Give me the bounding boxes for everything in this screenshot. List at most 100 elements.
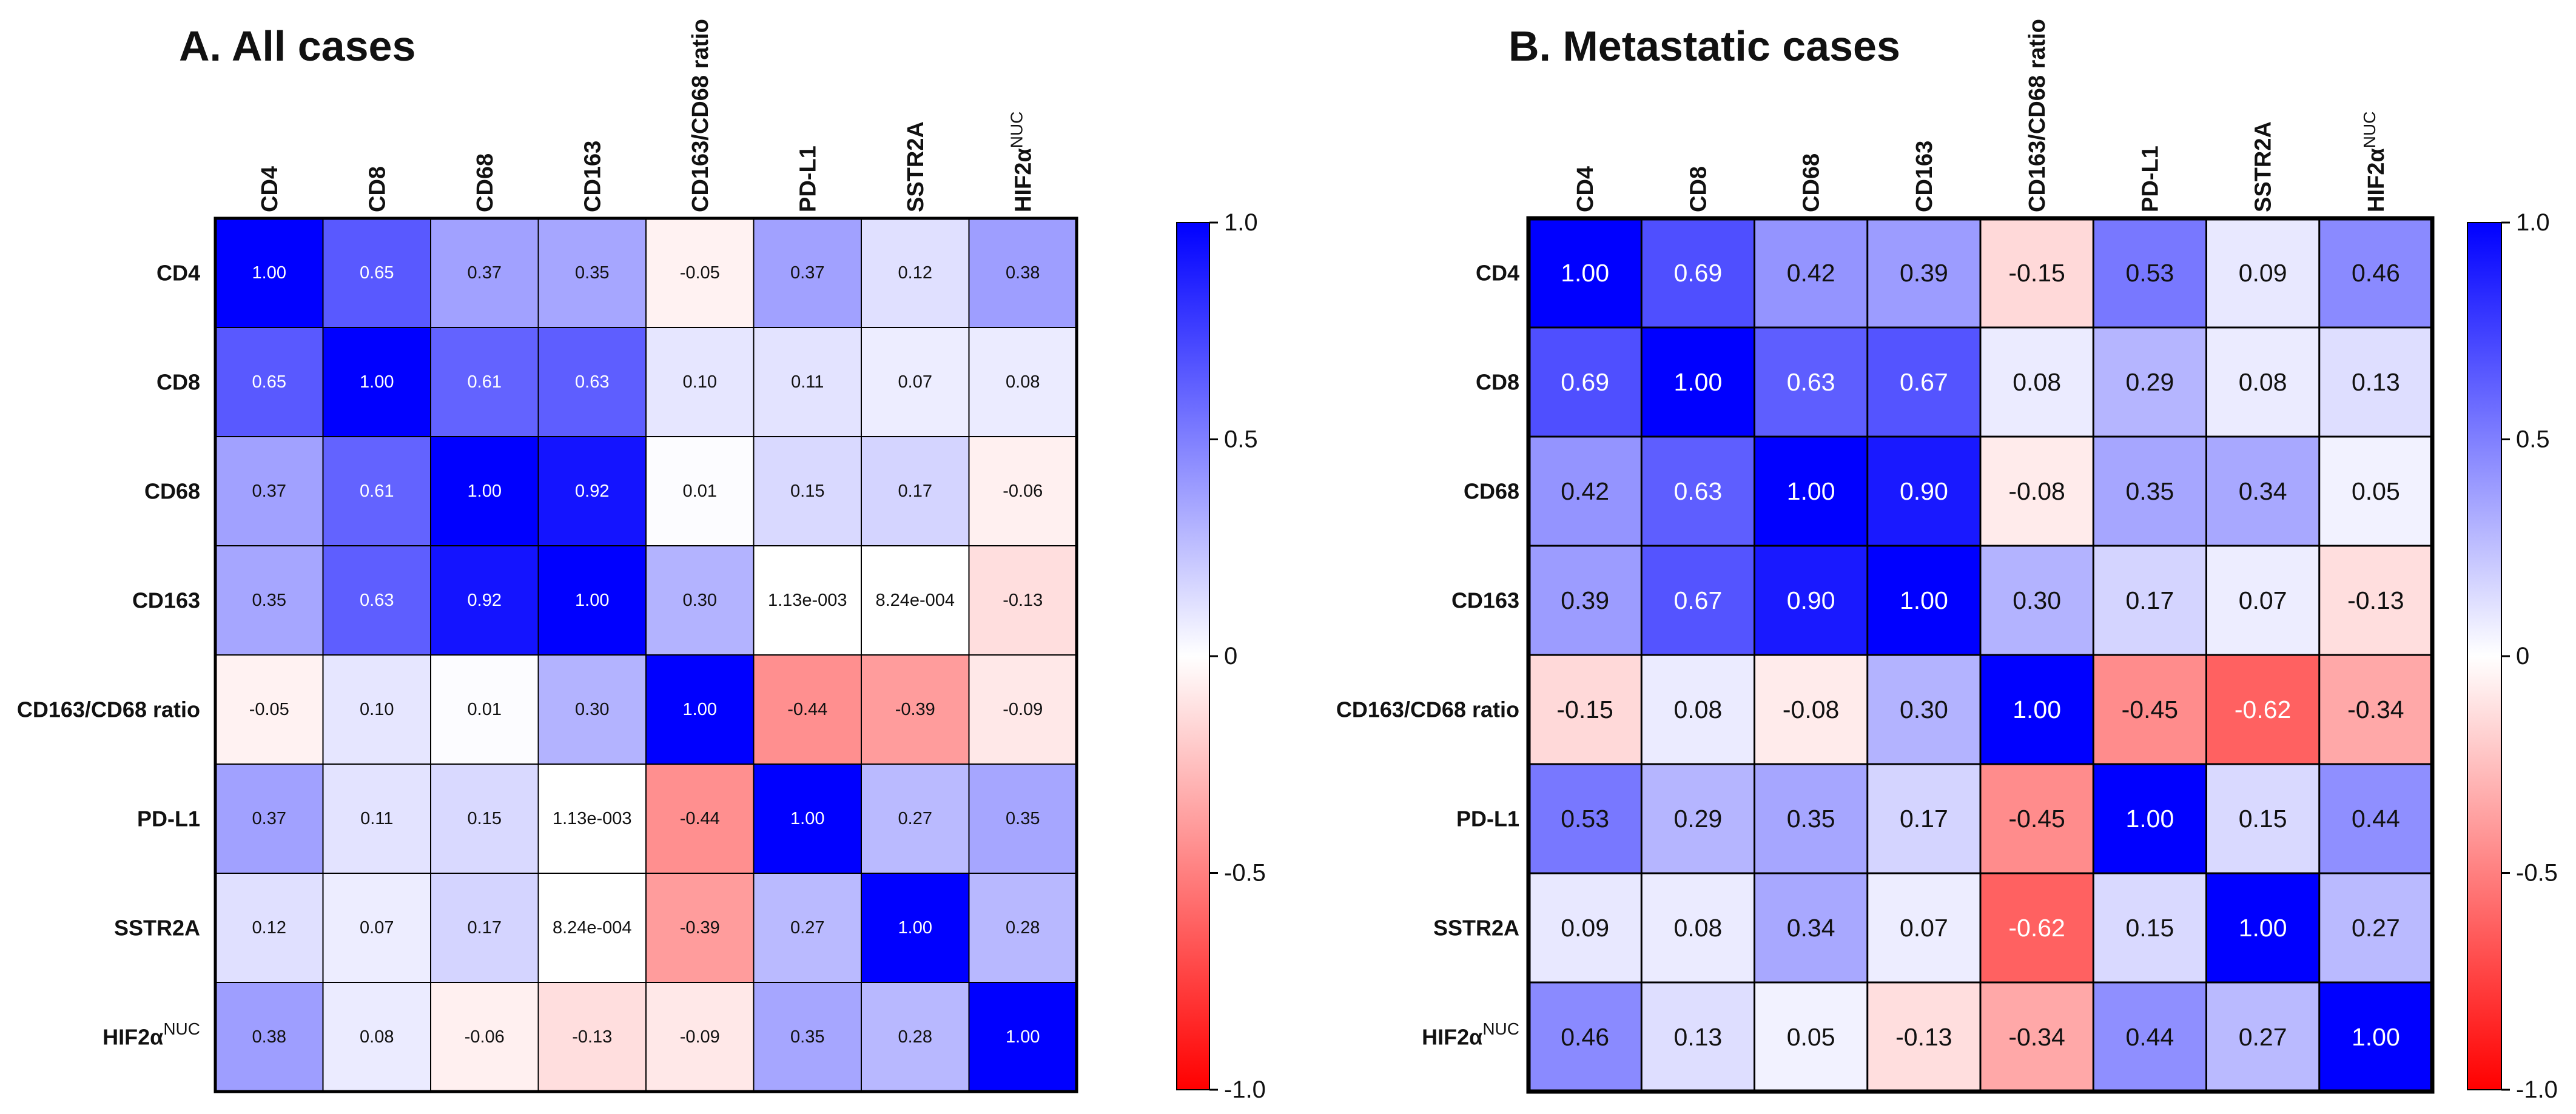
panel-b-colorbar-tick-label-2: 0.5 xyxy=(2516,426,2550,453)
panel-b-value-r4-c6: 0.17 xyxy=(2125,586,2174,614)
panel-b-cell-r4-c3 xyxy=(1754,546,1868,655)
panel-a-value-r3-c7: 0.17 xyxy=(898,482,932,501)
panel-a-value-r8-c7: 0.28 xyxy=(898,1027,932,1047)
panel-a-cell-r8-c5 xyxy=(646,982,754,1092)
panel-a-value-r3-c4: 0.92 xyxy=(575,482,609,501)
panel-a-heatmap-border xyxy=(214,216,1078,1093)
panel-a-cell-r6-c8 xyxy=(969,764,1077,873)
panel-a-cell-r7-c6 xyxy=(753,873,861,982)
panel-b-cell-r7-c6 xyxy=(2093,873,2207,982)
panel-b-cell-r8-c7 xyxy=(2206,982,2319,1092)
panel-a-value-r2-c1: 0.65 xyxy=(252,372,286,392)
panel-b-row-label-pd-l1: PD-L1 xyxy=(1456,807,1519,831)
panel-b-row-label-hif2: HIF2αNUC xyxy=(1422,1019,1519,1050)
panel-a-column-labels: CD4 CD8 CD68 CD163 CD163/CD68 ratio PD-L1 SSTR… xyxy=(257,19,1037,212)
panel-b-value-r7-c7: 1.00 xyxy=(2239,914,2287,942)
panel-b-cell-r6-c5 xyxy=(1980,764,2094,873)
panel-a-value-r3-c5: 0.01 xyxy=(683,482,717,501)
panel-b-cell-r1-c3 xyxy=(1754,218,1868,327)
panel-b-value-r7-c5: -0.62 xyxy=(2008,914,2065,942)
panel-a-row-label-cd8: CD8 xyxy=(156,370,200,395)
panel-b-value-r1-c4: 0.39 xyxy=(1900,259,1948,287)
panel-a-cell-r3-c5 xyxy=(646,437,754,546)
panel-a-value-r3-c6: 0.15 xyxy=(790,482,824,501)
panel-b-value-r7-c3: 0.34 xyxy=(1787,914,1835,942)
panel-b-cell-r5-c7 xyxy=(2206,655,2319,764)
panel-b-row-label-cd163-cd68-ratio: CD163/CD68 ratio xyxy=(1336,697,1519,722)
panel-a-cell-r1-c7 xyxy=(861,218,969,327)
panel-a-column-label-cd8: CD8 xyxy=(365,166,390,212)
panel-b-value-r5-c5: 1.00 xyxy=(2013,696,2061,723)
panel-a-column-label-sstr2a: SSTR2A xyxy=(903,121,929,212)
panel-b-cell-r5-c6 xyxy=(2093,655,2207,764)
panel-a-value-r4-c2: 0.63 xyxy=(360,591,394,610)
panel-a-value-r2-c4: 0.63 xyxy=(575,372,609,392)
panel-b-cell-r5-c1 xyxy=(1528,655,1642,764)
panel-a-row-label-hif2: HIF2αNUC xyxy=(103,1019,200,1050)
panel-a-cell-r6-c1 xyxy=(215,764,323,873)
panel-a-value-r5-c7: -0.39 xyxy=(895,700,935,719)
panel-b-value-r2-c7: 0.08 xyxy=(2239,368,2287,396)
panel-b-cell-r7-c5 xyxy=(1980,873,2094,982)
panel-b-cell-r6-c7 xyxy=(2206,764,2319,873)
panel-b-cell-r3-c3 xyxy=(1754,437,1868,546)
panel-a-colorbar-tick-label-3: 0 xyxy=(1224,643,1237,669)
panel-a-value-r1-c4: 0.35 xyxy=(575,263,609,283)
panel-a-value-r7-c4: 8.24e-004 xyxy=(553,918,632,938)
panel-a-cell-r3-c1 xyxy=(215,437,323,546)
panel-a-cell-r5-c6 xyxy=(753,655,861,764)
panel-a-cell-r3-c3 xyxy=(431,437,539,546)
panel-a-cell-r6-c6 xyxy=(753,764,861,873)
panel-b-cell-r8-c2 xyxy=(1641,982,1755,1092)
panel-a-cell-r4-c4 xyxy=(538,546,646,655)
panel-b-cell-r6-c2 xyxy=(1641,764,1755,873)
panel-a-cell-r1-c6 xyxy=(753,218,861,327)
panel-b-cell-r5-c5 xyxy=(1980,655,2094,764)
panel-a-value-r5-c3: 0.01 xyxy=(468,700,502,719)
panel-a-row-label-cd163-cd68-ratio: CD163/CD68 ratio xyxy=(17,697,200,722)
panel-a-heatmap-cells: 1.00 0.65 0.37 0.35 -0.05 0.37 0.12 0.38 0.65 1.0… xyxy=(215,218,1077,1092)
panel-b-value-r3-c7: 0.34 xyxy=(2239,477,2287,505)
panel-b-cell-r8-c5 xyxy=(1980,982,2094,1092)
panel-a-cell-r8-c1 xyxy=(215,982,323,1092)
panel-a-cell-r2-c6 xyxy=(753,327,861,437)
panel-b-column-label-hif2: HIF2αNUC xyxy=(2360,112,2389,212)
panel-a-value-r1-c6: 0.37 xyxy=(790,263,824,283)
panel-b-cell-r5-c4 xyxy=(1867,655,1980,764)
panel-a-value-r8-c8: 1.00 xyxy=(1006,1027,1040,1047)
panel-a-value-r3-c8: -0.06 xyxy=(1003,482,1043,501)
panel-a-value-r4-c4: 1.00 xyxy=(575,591,609,610)
panel-a-colorbar-tick-label-4: -0.5 xyxy=(1224,860,1266,887)
panel-b-title: B. Metastatic cases xyxy=(1508,22,1900,70)
panel-b-cell-r7-c3 xyxy=(1754,873,1868,982)
panel-a-value-r3-c3: 1.00 xyxy=(468,482,502,501)
panel-b-value-r5-c3: -0.08 xyxy=(1783,696,1839,723)
panel-b-column-label-cd163-cd68-ratio: CD163/CD68 ratio xyxy=(2025,19,2050,212)
panel-b-cell-r2-c2 xyxy=(1641,327,1755,437)
panel-b-cell-r4-c5 xyxy=(1980,546,2094,655)
panel-b-cell-r3-c5 xyxy=(1980,437,2094,546)
panel-a-value-r2-c8: 0.08 xyxy=(1006,372,1040,392)
panel-a-value-r4-c1: 0.35 xyxy=(252,591,286,610)
panel-b-value-r7-c6: 0.15 xyxy=(2125,914,2174,942)
panel-a-value-r8-c2: 0.08 xyxy=(360,1027,394,1047)
panel-a-value-r7-c1: 0.12 xyxy=(252,918,286,938)
panel-a-value-r5-c8: -0.09 xyxy=(1003,700,1043,719)
panel-a-value-r1-c1: 1.00 xyxy=(252,263,286,283)
panel-b-cell-r7-c8 xyxy=(2319,873,2432,982)
panel-b-cell-r3-c4 xyxy=(1867,437,1980,546)
panel-a-cell-r2-c8 xyxy=(969,327,1077,437)
panel-a-row-label-sstr2a: SSTR2A xyxy=(114,916,200,941)
panel-a-colorbar-gradient xyxy=(1176,222,1210,1090)
panel-b-value-r8-c4: -0.13 xyxy=(1895,1023,1952,1051)
panel-a-value-r4-c8: -0.13 xyxy=(1003,591,1043,610)
panel-a-all-cases: A. All cases CD4 CD8 CD68 CD163 CD163/CD68 r… xyxy=(17,19,1266,1103)
panel-b-value-r3-c6: 0.35 xyxy=(2125,477,2174,505)
panel-a-cell-r5-c3 xyxy=(431,655,539,764)
panel-a-cell-r2-c4 xyxy=(538,327,646,437)
panel-a-cell-r8-c2 xyxy=(323,982,431,1092)
panel-b-metastatic-cases: B. Metastatic cases CD4 CD8 CD68 CD163 CD163… xyxy=(1336,19,2558,1103)
panel-b-value-r1-c6: 0.53 xyxy=(2125,259,2174,287)
panel-a-value-r7-c3: 0.17 xyxy=(468,918,502,938)
